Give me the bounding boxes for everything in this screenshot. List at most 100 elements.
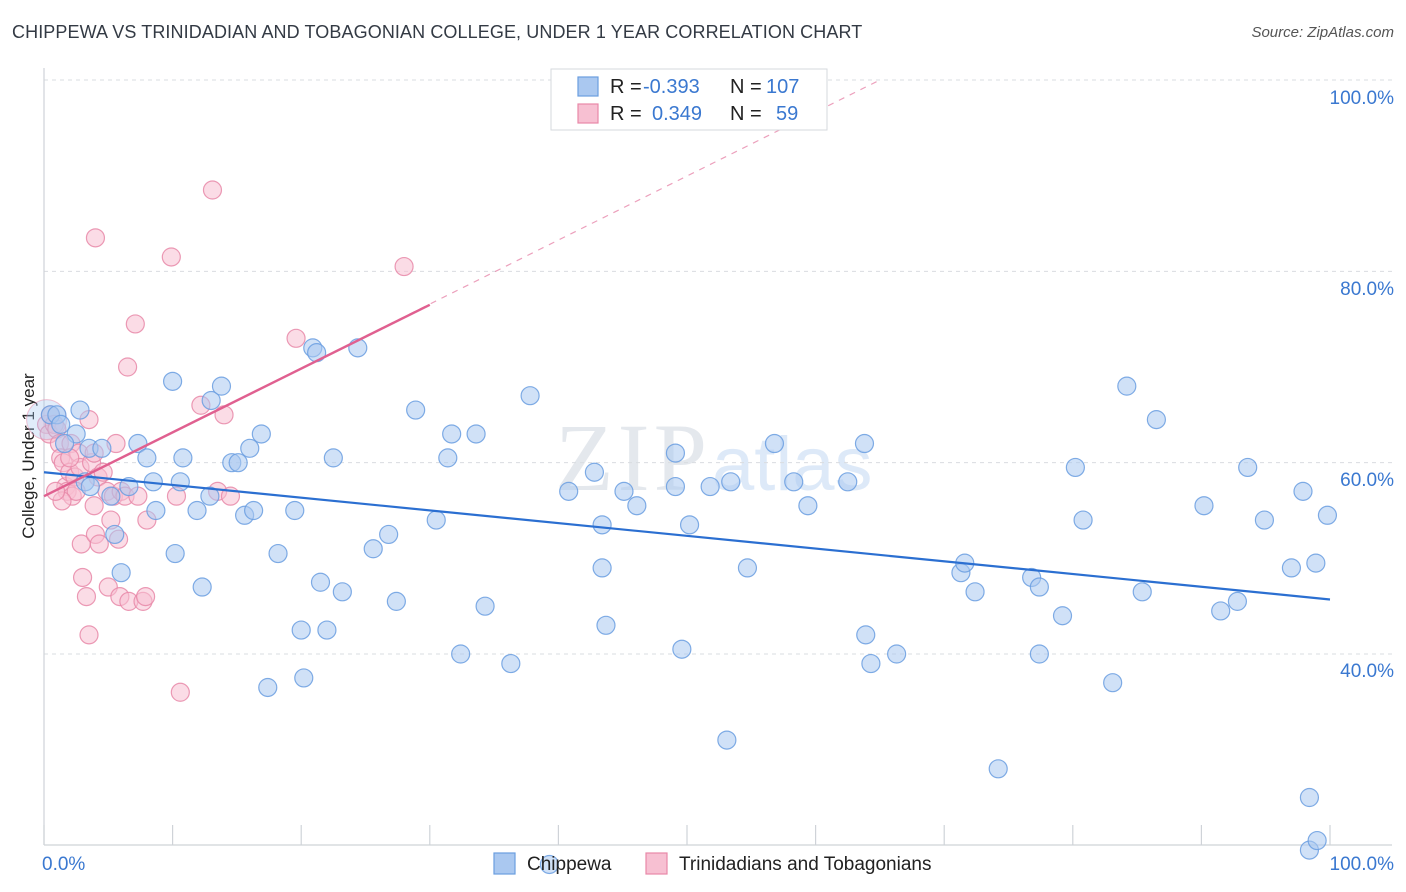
chippewa-point-43: [363, 539, 383, 559]
chippewa-point-86: [1052, 606, 1073, 626]
chippewa-point-75: [854, 433, 875, 454]
y-tick-label-60: 60.0%: [1340, 470, 1394, 491]
chippewa-point-33: [285, 500, 305, 521]
chippewa-point-22: [200, 486, 220, 506]
legend-r-label-chippewa: R =: [610, 76, 642, 98]
trinidadian-point-39: [125, 314, 145, 334]
chippewa-point-95: [1227, 591, 1248, 611]
chippewa-point-106: [80, 476, 100, 497]
chippewa-point-40: [323, 448, 343, 468]
chippewa-point-50: [451, 644, 471, 664]
trinidadian-point-50: [214, 405, 234, 425]
bottom-legend-swatch-chippewa: [493, 852, 516, 875]
chippewa-point-90: [1117, 376, 1137, 396]
chippewa-point-19: [173, 448, 193, 468]
trinidadian-point-48: [202, 180, 223, 200]
y-axis-label: College, Under 1 year: [19, 373, 38, 539]
chippewa-point-66: [679, 515, 700, 535]
chippewa-point-30: [251, 424, 271, 444]
watermark-atlas: atlas: [712, 422, 873, 507]
chippewa-point-9: [105, 524, 125, 545]
watermark-zip: ZIP: [555, 404, 711, 511]
chippewa-point-62: [627, 496, 647, 516]
trinidadian-point-54: [85, 228, 106, 248]
chippewa-point-4: [70, 400, 90, 420]
chippewa-point-29: [244, 500, 264, 521]
chippewa-point-69: [721, 472, 741, 492]
chippewa-point-7: [92, 438, 112, 458]
chippewa-point-41: [332, 582, 352, 602]
bottom-legend-label-chippewa: Chippewa: [527, 854, 612, 875]
chippewa-point-53: [501, 653, 521, 674]
legend-r-label-trinidadian: R =: [610, 103, 642, 125]
chippewa-point-48: [438, 448, 458, 468]
grid-layer: [44, 79, 1392, 655]
trinidadian-point-26: [89, 534, 109, 554]
legend-n-value-chippewa: 107: [766, 76, 799, 98]
bottom-legend-label-trinidadian: Trinidadians and Tobagonians: [679, 854, 931, 875]
chippewa-point-44: [379, 524, 399, 545]
chippewa-point-51: [466, 424, 486, 444]
chippewa-point-70: [737, 558, 758, 578]
chippewa-point-47: [426, 510, 446, 530]
chippewa-point-8: [101, 486, 121, 506]
chippewa-point-28: [240, 438, 260, 458]
trend-line-chippewa: [43, 471, 1331, 601]
chippewa-point-63: [665, 443, 686, 463]
trinidadian-point-55: [79, 625, 99, 645]
chippewa-point-16: [163, 371, 183, 391]
chippewa-point-58: [592, 558, 612, 578]
chippewa-point-92: [1146, 410, 1166, 430]
chippewa-point-10: [111, 563, 131, 583]
legend-swatch-trinidadian: [577, 103, 599, 124]
chippewa-point-61: [614, 481, 634, 501]
chippewa-point-104: [1307, 830, 1327, 851]
chippewa-point-87: [1065, 457, 1085, 478]
series-legend: Chippewa Trinidadians and Tobagonians: [493, 852, 931, 875]
legend-n-label-chippewa: N =: [730, 76, 762, 98]
chippewa-point-68: [717, 730, 737, 750]
chippewa-point-97: [1254, 510, 1275, 530]
chippewa-point-73: [798, 496, 818, 516]
chippewa-point-77: [861, 653, 881, 674]
chippewa-point-52: [475, 596, 495, 616]
chippewa-point-67: [700, 476, 720, 497]
trinidadian-point-42: [135, 586, 156, 607]
chippewa-point-72: [784, 472, 804, 492]
trinidadian-point-18: [72, 567, 93, 588]
stats-legend: R = -0.393 N = 107 R = 0.349 N = 59: [550, 68, 828, 131]
chippewa-point-91: [1132, 582, 1152, 602]
legend-n-value-trinidadian: 59: [776, 103, 798, 125]
chippewa-point-60: [596, 615, 616, 635]
chippewa-point-101: [1306, 553, 1326, 573]
chippewa-point-2: [51, 414, 71, 434]
chippewa-point-99: [1293, 481, 1313, 501]
chippewa-point-38: [310, 572, 331, 592]
bottom-legend-swatch-trinidadian: [645, 852, 668, 875]
trinidadian-point-23: [84, 496, 104, 516]
trinidadian-point-37: [117, 357, 138, 377]
series-chippewa-points: [40, 338, 1338, 875]
chippewa-point-64: [665, 476, 686, 497]
chippewa-point-32: [268, 543, 288, 564]
trend-line-trinidadian: [43, 303, 431, 498]
trinidadian-point-52: [286, 328, 306, 348]
chippewa-point-46: [406, 400, 426, 420]
chippewa-point-65: [672, 639, 692, 659]
chippewa-point-21: [192, 577, 212, 597]
source-label: Source: ZipAtlas.com: [1251, 24, 1394, 41]
chippewa-point-26: [228, 453, 248, 473]
chippewa-point-23: [201, 390, 221, 411]
x-tick-label-100: 100.0%: [1330, 854, 1395, 875]
chippewa-point-88: [1073, 510, 1093, 530]
chippewa-point-49: [442, 424, 462, 444]
legend-r-value-trinidadian: 0.349: [652, 103, 702, 125]
chippewa-point-81: [965, 582, 985, 602]
trend-lines: [43, 79, 1331, 601]
chippewa-point-34: [291, 620, 311, 640]
chippewa-point-17: [165, 543, 185, 564]
chippewa-point-84: [1029, 644, 1049, 664]
chippewa-point-78: [887, 644, 907, 664]
legend-r-value-chippewa: -0.393: [643, 76, 700, 98]
chippewa-point-31: [258, 677, 278, 698]
